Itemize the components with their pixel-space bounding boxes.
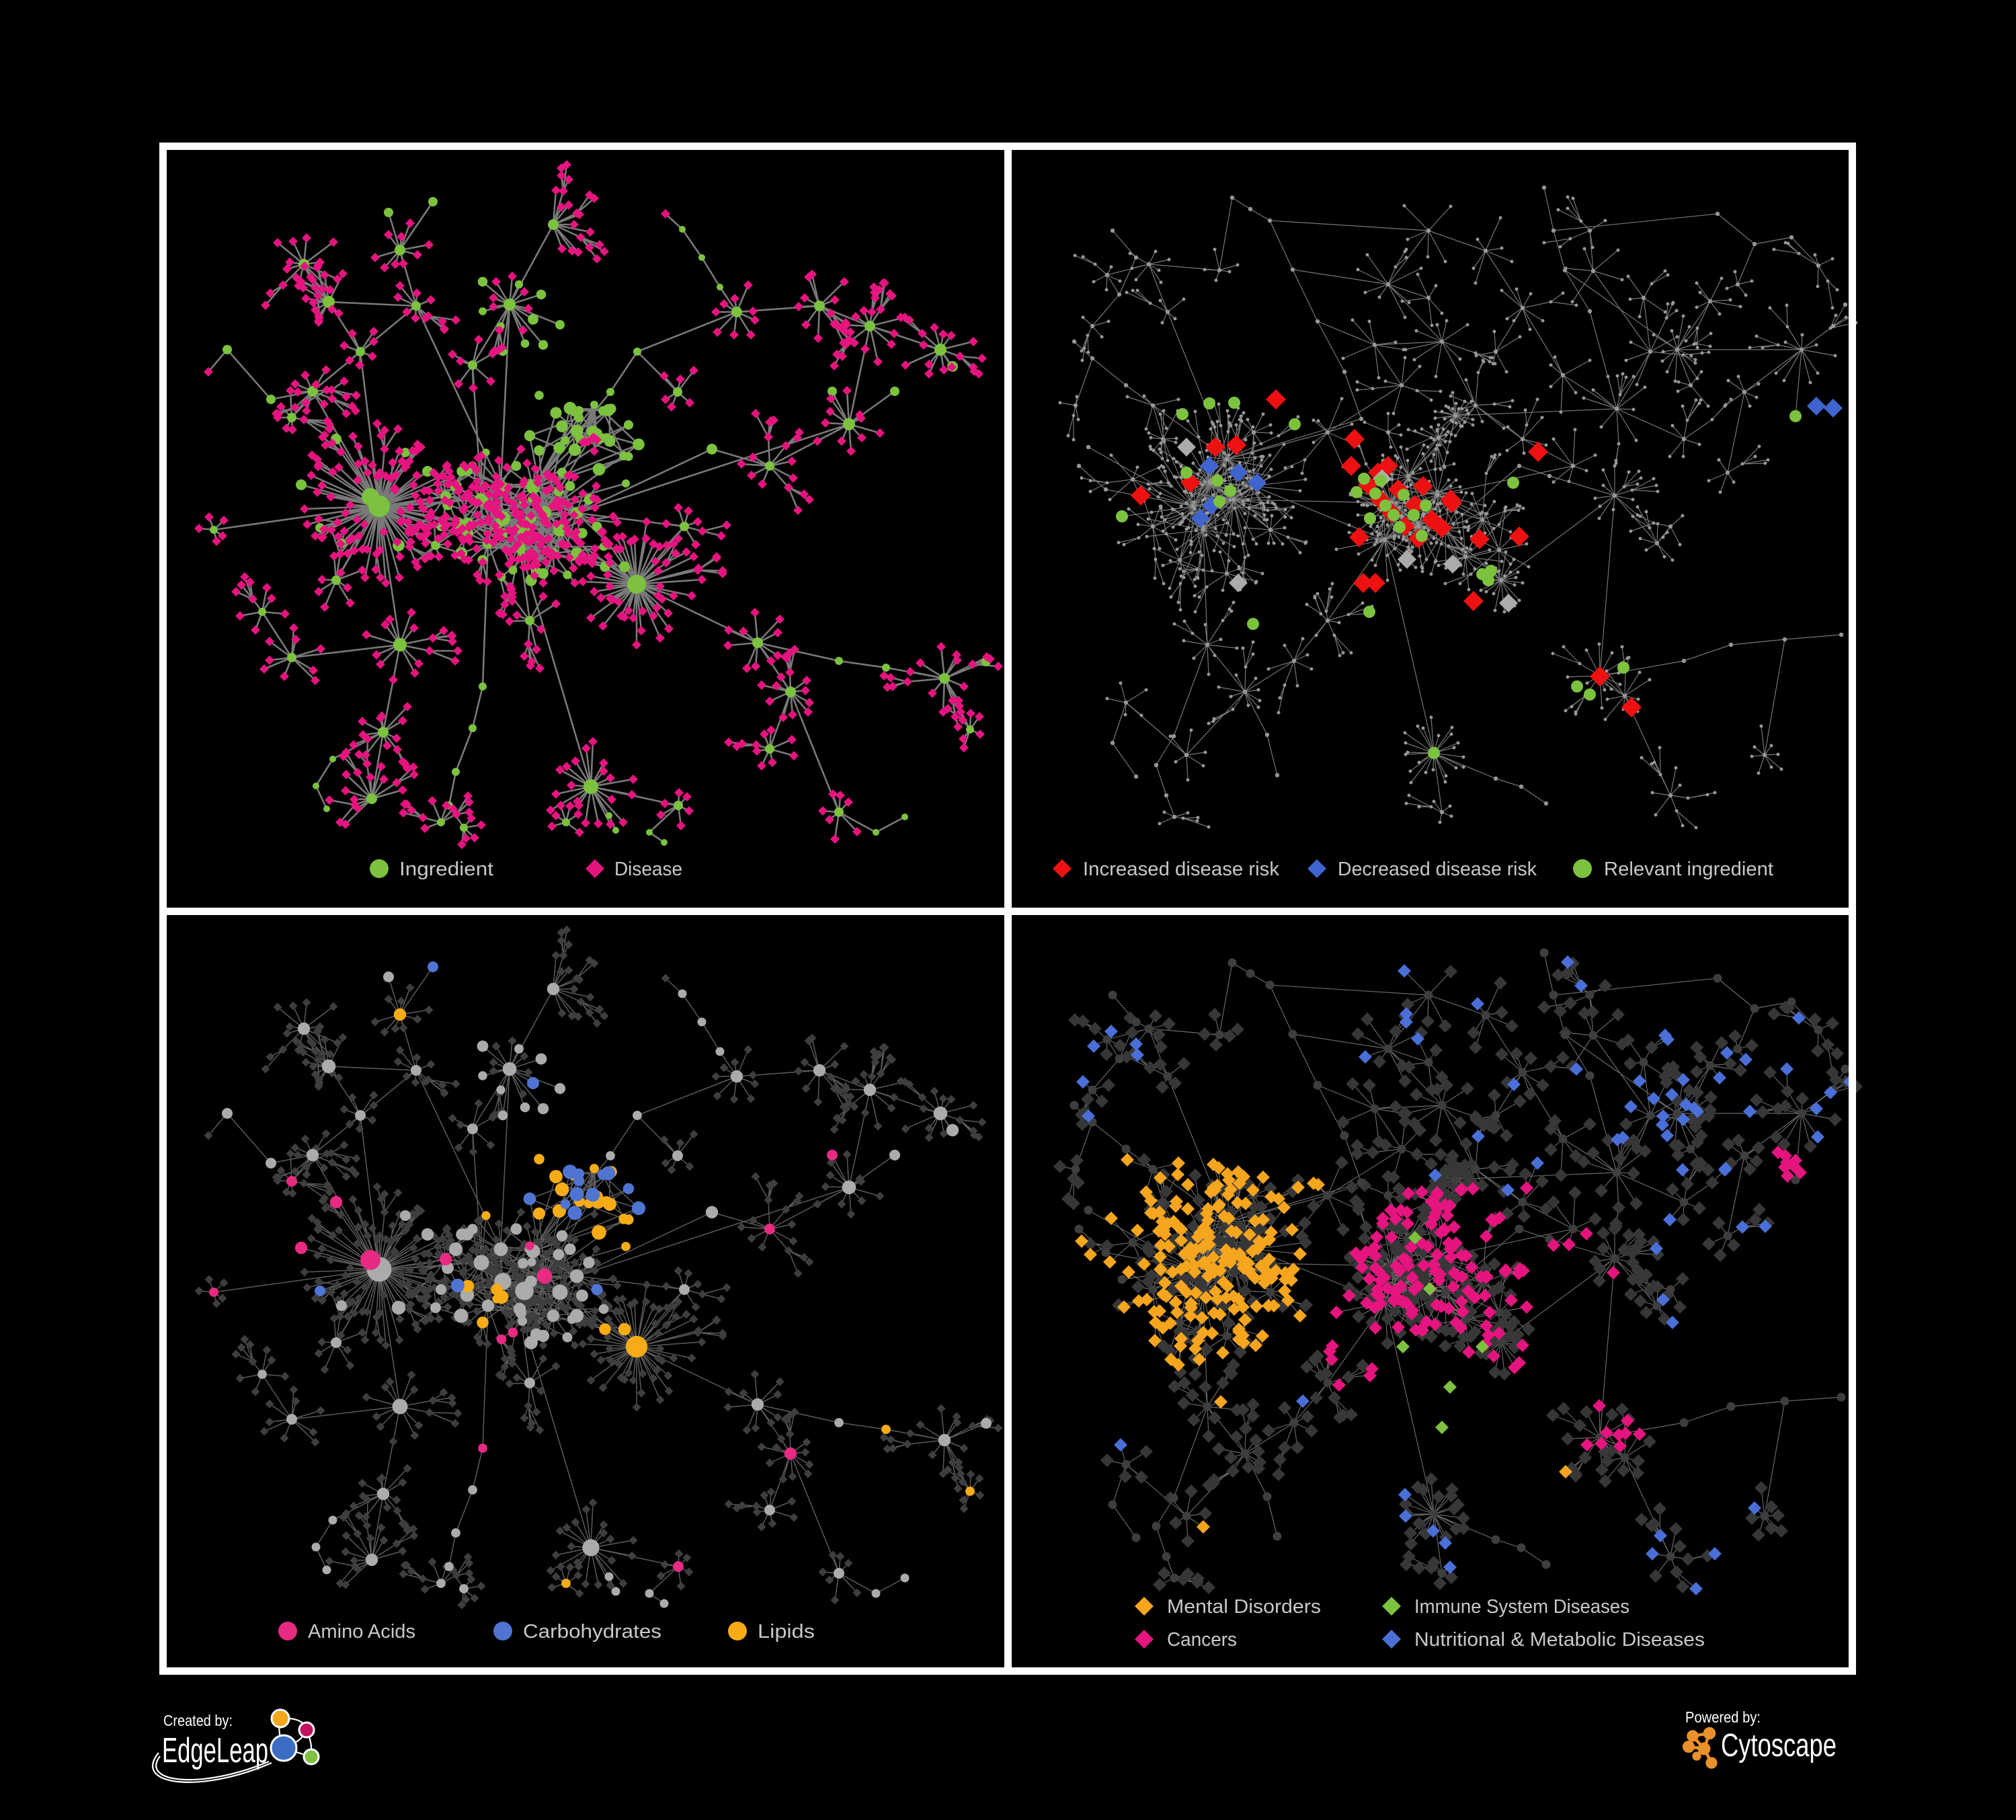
svg-text:Powered by:: Powered by: bbox=[1685, 1708, 1761, 1726]
svg-text:Mental Disorders: Mental Disorders bbox=[1167, 1596, 1321, 1618]
svg-text:Ingredient: Ingredient bbox=[399, 859, 493, 880]
svg-text:Created by:: Created by: bbox=[163, 1712, 233, 1729]
svg-text:Decreased disease risk: Decreased disease risk bbox=[1338, 859, 1537, 880]
svg-text:Disease: Disease bbox=[614, 859, 682, 880]
svg-text:EdgeLeap: EdgeLeap bbox=[162, 1731, 268, 1770]
svg-text:Nutritional & Metabolic Diseas: Nutritional & Metabolic Diseases bbox=[1414, 1629, 1705, 1651]
svg-text:Amino Acids: Amino Acids bbox=[308, 1621, 415, 1643]
svg-text:Cancers: Cancers bbox=[1167, 1629, 1237, 1651]
svg-text:Cytoscape: Cytoscape bbox=[1721, 1728, 1837, 1764]
svg-text:Increased disease risk: Increased disease risk bbox=[1083, 859, 1280, 880]
svg-text:Relevant ingredient: Relevant ingredient bbox=[1604, 859, 1773, 880]
svg-text:Immune System Diseases: Immune System Diseases bbox=[1414, 1596, 1629, 1618]
svg-text:Carbohydrates: Carbohydrates bbox=[523, 1621, 661, 1643]
svg-text:Lipids: Lipids bbox=[758, 1621, 815, 1643]
